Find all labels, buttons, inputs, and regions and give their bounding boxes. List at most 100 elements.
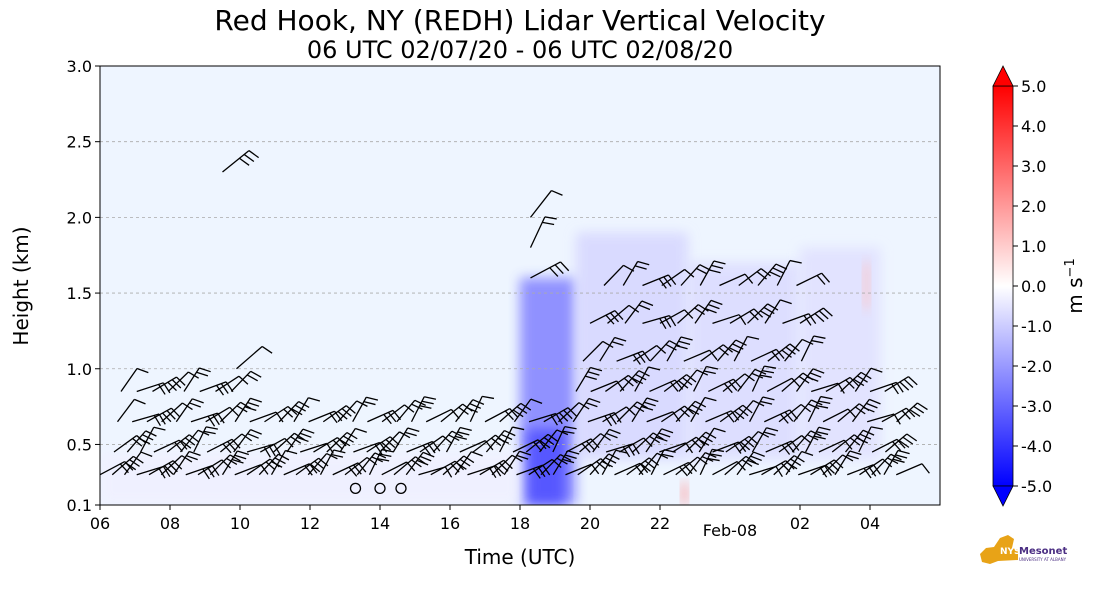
wind-barb-flag (892, 441, 902, 451)
wind-barb-flag (205, 426, 218, 430)
wind-barb-shaft (712, 461, 738, 476)
wind-barb-flag (661, 428, 674, 434)
wind-barb-flag (908, 376, 918, 386)
wind-barb-flag (250, 397, 262, 403)
wind-barb-flag (781, 444, 791, 455)
wind-barb-flag (602, 340, 614, 348)
wind-barb-flag (229, 454, 241, 462)
wind-barb-flag (560, 261, 570, 272)
wind-barb-shaft (161, 402, 183, 423)
wind-barb-flag (377, 457, 390, 462)
wind-barb-flag (691, 439, 702, 449)
wind-barb-flag (596, 461, 607, 470)
wind-barb-shaft (867, 413, 895, 423)
wind-barb-flag (581, 443, 591, 453)
wind-barb-flag (806, 376, 819, 382)
wind-barb-flag (605, 314, 615, 325)
wind-barb-flag (192, 398, 204, 404)
wind-barb-flag (404, 431, 417, 437)
x-tick-label: 14 (370, 514, 390, 533)
wind-barb-flag (913, 405, 925, 414)
wind-barb-flag (383, 414, 392, 425)
wind-barb-flag (638, 304, 651, 311)
y-axis: 0.1 0.5 1.0 1.5 2.0 2.5 3.0 (67, 57, 100, 515)
wind-barb-flag (686, 374, 697, 383)
wind-barb-flag (419, 405, 432, 409)
wind-barb-flag (902, 436, 914, 445)
wind-barb-flag (791, 377, 801, 388)
wind-barb-flag (704, 396, 717, 402)
wind-barb-shaft (633, 344, 657, 362)
wind-barb-flag (585, 402, 598, 408)
wind-barb-flag (567, 407, 577, 417)
wind-barb-flag (658, 278, 667, 289)
chart-title: Red Hook, NY (REDH) Lidar Vertical Veloc… (214, 4, 826, 37)
wind-barb-flag (166, 410, 176, 420)
wind-barb-shaft (719, 273, 746, 287)
wind-barb-shaft (659, 442, 686, 453)
wind-barb-flag (158, 467, 166, 479)
colorbar-scale (992, 85, 1014, 487)
wind-barb-flag (909, 409, 921, 417)
wind-barb-flag (793, 455, 805, 463)
wind-barb-flag (694, 307, 705, 316)
wind-barb-flag (646, 397, 659, 403)
wind-barb-flag (167, 381, 177, 392)
wind-barb-flag (785, 346, 796, 355)
wind-barb-flag (560, 454, 572, 461)
wind-barb-flag (696, 369, 709, 376)
wind-barb-flag (261, 345, 273, 354)
wind-barb-flag (648, 366, 661, 371)
wind-barb-shaft (307, 453, 328, 476)
y-tick-label: 2.5 (67, 133, 92, 152)
wind-barb-flag (222, 443, 232, 454)
wind-barb-shaft (249, 411, 277, 423)
velocity-region (688, 262, 800, 460)
wind-barb-flag (407, 427, 420, 432)
wind-barb-flag (296, 436, 309, 443)
wind-barb-flag (291, 408, 303, 416)
wind-barb-flag (811, 399, 823, 406)
wind-barb-flag (895, 454, 908, 459)
wind-barb-flag (856, 437, 869, 444)
wind-barb-flag (136, 367, 149, 374)
wind-barb-shaft (602, 406, 627, 423)
wind-barb-flag (921, 463, 930, 474)
wind-barb-shaft (123, 451, 142, 476)
wind-barb-flag (188, 434, 200, 443)
wind-barb-flag (238, 375, 249, 385)
wind-barb-flag (741, 459, 753, 467)
wind-barb-flag (310, 463, 321, 473)
wind-barb-flag (332, 439, 343, 449)
wind-barb-flag (633, 404, 645, 413)
wind-barb-flag (829, 462, 840, 472)
wind-barb-flag (516, 454, 529, 460)
wind-barb-flag (732, 378, 742, 389)
x-tick-label: 22 (650, 514, 670, 533)
wind-barb-flag (820, 395, 833, 400)
wind-barb-flag (498, 462, 509, 472)
wind-barb-flag (628, 304, 640, 313)
wind-barb-flag (153, 426, 166, 431)
wind-barb-shaft (634, 366, 649, 392)
wind-barb-shaft (776, 260, 791, 286)
wind-barb-flag (659, 318, 667, 330)
wind-barb-flag (585, 440, 596, 451)
wind-barb-flag (635, 373, 647, 381)
wind-barb-shaft (337, 400, 358, 423)
wind-barb-flag (366, 396, 379, 401)
wind-barb-flag (763, 431, 776, 436)
wind-barb-flag (863, 406, 875, 413)
wind-barb-flag (308, 397, 321, 402)
wind-barb-shaft (381, 461, 407, 476)
wind-barb-flag (775, 263, 788, 270)
wind-barb-flag (870, 426, 883, 430)
wind-barb-flag (849, 450, 862, 456)
wind-barb-flag (814, 313, 825, 323)
wind-barb-flag (414, 399, 426, 406)
wind-barb-shaft (764, 299, 781, 324)
wind-barb-flag (471, 451, 483, 457)
wind-barb-flag (656, 452, 669, 459)
wind-barb-flag (463, 455, 475, 464)
wind-barb-flag (847, 408, 857, 419)
